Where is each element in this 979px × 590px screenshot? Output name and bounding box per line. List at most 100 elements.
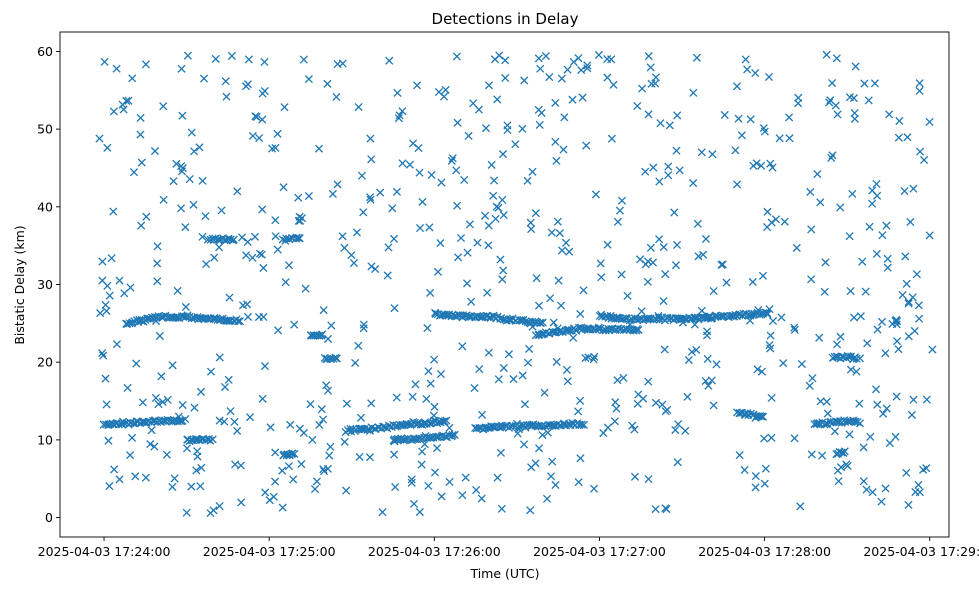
detection-point (780, 217, 789, 226)
detection-point (118, 100, 127, 109)
detection-point (197, 463, 206, 472)
detection-point (452, 166, 461, 175)
detection-point (322, 381, 331, 390)
y-tick-label: 10 (37, 432, 53, 447)
detection-point (794, 99, 803, 108)
detection-point (198, 232, 207, 241)
detection-point (117, 420, 126, 429)
detection-point (215, 353, 224, 362)
detection-point (323, 386, 333, 395)
detection-point (836, 203, 845, 212)
detection-point (659, 296, 668, 306)
detection-point (871, 385, 881, 394)
detection-point (816, 198, 825, 207)
detection-point (904, 500, 913, 510)
detection-point (295, 424, 304, 433)
detection-point (234, 317, 243, 326)
detection-point (578, 93, 587, 102)
detection-point (233, 187, 242, 196)
detection-point (855, 399, 864, 408)
detection-point (658, 400, 667, 409)
detection-point (805, 381, 814, 390)
detection-point (269, 492, 278, 501)
detection-point (137, 316, 146, 325)
detection-point (852, 354, 861, 363)
detection-point (359, 208, 368, 217)
detection-point (153, 242, 162, 251)
detection-point (299, 55, 308, 64)
detection-point (697, 148, 706, 157)
detection-point (851, 62, 860, 71)
detection-point (153, 259, 162, 268)
detection-point (407, 478, 416, 487)
detection-point (317, 405, 326, 414)
detection-point (858, 257, 867, 266)
y-tick-label: 0 (45, 510, 53, 525)
detection-point (177, 417, 186, 426)
detection-point (634, 325, 643, 334)
detection-point (456, 233, 466, 243)
detection-point (258, 394, 267, 403)
detection-point (656, 119, 665, 128)
detection-point (901, 252, 910, 261)
detection-point (430, 355, 439, 364)
detection-point (900, 187, 909, 196)
detection-point (174, 412, 183, 421)
detection-point (689, 88, 698, 97)
detection-point (472, 485, 481, 495)
detection-point (461, 473, 470, 482)
detection-point (169, 177, 178, 186)
detection-point (925, 117, 934, 127)
detection-point (248, 131, 257, 140)
detection-point (292, 233, 301, 242)
detection-point (758, 412, 768, 421)
detection-point (518, 124, 527, 133)
detection-point (271, 216, 280, 225)
detection-point (221, 77, 230, 86)
detection-point (470, 383, 479, 393)
detection-point (845, 93, 854, 102)
detection-point (872, 179, 881, 188)
detection-point (845, 430, 854, 439)
detection-point (408, 392, 417, 401)
detection-point (630, 425, 639, 434)
detection-point (712, 360, 721, 369)
detection-point (498, 150, 508, 159)
detection-point (556, 301, 566, 310)
detection-point (278, 466, 287, 475)
detection-point (294, 216, 303, 225)
detection-point (672, 240, 682, 250)
detection-point (856, 312, 865, 321)
detection-point (307, 331, 316, 340)
detection-point (520, 76, 529, 85)
detection-point (441, 85, 450, 94)
detection-point (497, 504, 506, 513)
detection-point (792, 243, 801, 252)
detection-point (241, 251, 251, 260)
detection-point (577, 66, 586, 75)
detection-point (312, 477, 321, 486)
detection-point (452, 52, 461, 61)
detection-point (260, 87, 269, 96)
detection-point (151, 316, 161, 326)
detection-point (414, 143, 423, 153)
detection-point (518, 371, 527, 380)
detection-point (925, 231, 934, 240)
detection-point (661, 407, 670, 416)
detection-point (709, 286, 718, 296)
detection-point (832, 340, 842, 349)
detection-point (436, 239, 445, 248)
detection-point (643, 257, 653, 266)
detection-point (569, 333, 578, 342)
detection-point (366, 134, 375, 143)
detection-point (534, 301, 544, 310)
detection-point (509, 375, 518, 384)
detection-point (892, 337, 902, 346)
detection-point (157, 372, 166, 381)
detection-point (357, 171, 367, 180)
detection-point (190, 403, 199, 412)
detection-point (244, 55, 253, 64)
detection-point (779, 359, 788, 368)
detection-point (424, 481, 433, 490)
detection-point (495, 51, 504, 60)
